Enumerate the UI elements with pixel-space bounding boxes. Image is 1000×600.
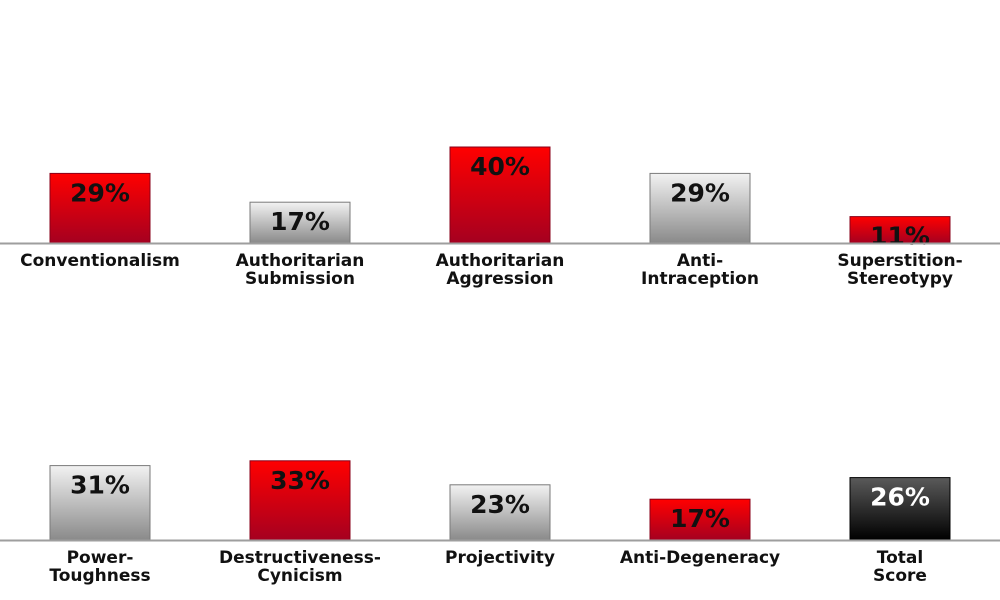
value-label: 23%	[470, 490, 530, 519]
value-label: 26%	[870, 483, 930, 512]
category-label-line: Stereotypy	[847, 269, 953, 289]
value-label: 17%	[670, 504, 730, 533]
category-label: Projectivity	[445, 548, 555, 568]
bar-6	[49, 465, 151, 541]
value-label: 29%	[670, 178, 730, 207]
category-label-line: Conventionalism	[20, 251, 180, 271]
value-label: 17%	[270, 207, 330, 236]
category-label-line: Anti-Degeneracy	[620, 548, 780, 568]
category-label: Destructiveness-Cynicism	[219, 548, 381, 586]
category-label-line: Authoritarian	[436, 251, 565, 271]
category-label: Conventionalism	[20, 251, 180, 271]
category-label-line: Projectivity	[445, 548, 555, 568]
category-label: Anti-Intraception	[641, 251, 759, 289]
bar-4	[649, 172, 751, 244]
bar-2	[249, 201, 351, 244]
category-label-line: Submission	[245, 269, 355, 289]
value-label: 11%	[870, 222, 930, 251]
category-label-line: Power-	[67, 548, 134, 568]
category-label-line: Cynicism	[257, 566, 342, 586]
value-label: 33%	[270, 466, 330, 495]
category-label-line: Total	[877, 548, 923, 568]
category-label: Authoritarian Submission	[236, 251, 365, 289]
bar-1	[49, 172, 151, 244]
value-label: 31%	[70, 471, 130, 500]
value-label: 40%	[470, 152, 530, 181]
category-label-line: Anti-	[677, 251, 723, 271]
category-label-line: Score	[873, 566, 927, 586]
category-label-line: Authoritarian	[236, 251, 365, 271]
category-label-line: Superstition-	[837, 251, 962, 271]
category-label: Authoritarian Aggression	[436, 251, 565, 289]
bar-7	[249, 460, 351, 541]
category-label: Power-Toughness	[49, 548, 150, 586]
bar-8	[449, 484, 551, 541]
category-label: Anti-Degeneracy	[620, 548, 780, 568]
value-label: 29%	[70, 178, 130, 207]
bar-10	[849, 477, 951, 541]
category-label-line: Destructiveness-	[219, 548, 381, 568]
category-label: Total Score	[873, 548, 927, 586]
chart-panel-bottom: 31% Power-Toughness 33% Destructiveness-Cyn…	[0, 460, 1000, 586]
category-label: Superstition-Stereotypy	[837, 251, 962, 289]
category-label-line: Aggression	[446, 269, 553, 289]
bar-3	[449, 146, 551, 244]
category-label-line: Intraception	[641, 269, 759, 289]
category-label-line: Toughness	[49, 566, 150, 586]
bar-9	[649, 498, 751, 541]
